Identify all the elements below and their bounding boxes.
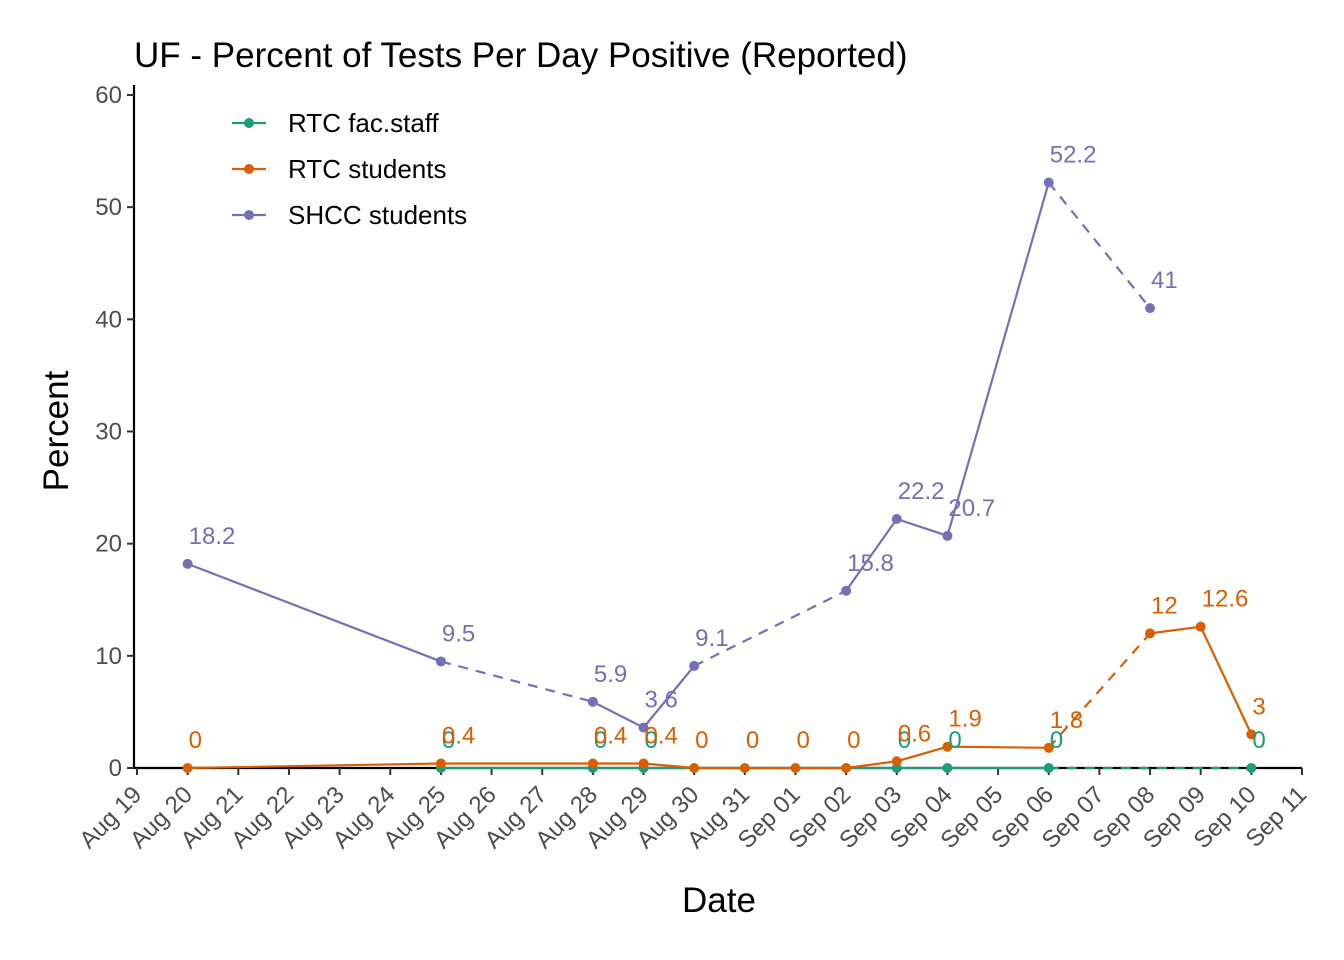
data-point	[1043, 742, 1054, 753]
series-segment	[1149, 625, 1201, 635]
legend-label: RTC students	[288, 154, 446, 184]
legend-swatch-point	[244, 210, 254, 220]
data-label: 9.5	[442, 620, 475, 647]
series-segment	[1047, 181, 1151, 309]
data-point	[1145, 628, 1156, 639]
data-label: 0.6	[898, 720, 931, 747]
series-segment	[896, 745, 948, 763]
data-label: 12.6	[1202, 586, 1249, 613]
y-tick-label: 20	[95, 531, 122, 558]
series-segment	[1199, 626, 1253, 735]
legend-swatch-point	[244, 164, 254, 174]
data-label: 1.8	[1050, 707, 1083, 734]
data-label: 0	[645, 727, 658, 754]
series-points	[182, 177, 1257, 773]
data-point	[689, 763, 700, 773]
data-point	[891, 756, 902, 767]
data-point	[689, 660, 700, 671]
y-tick-label: 60	[95, 82, 122, 109]
data-label: 41	[1151, 267, 1178, 294]
y-tick-label: 50	[95, 194, 122, 221]
y-tick-label: 10	[95, 643, 122, 670]
data-point	[182, 558, 193, 569]
data-label: 3	[1252, 693, 1265, 720]
data-point	[841, 763, 852, 773]
data-point	[1246, 763, 1257, 773]
data-label: 5.9	[594, 661, 627, 688]
series-segment	[187, 762, 441, 770]
series-segment	[592, 700, 645, 729]
data-point	[435, 758, 446, 769]
data-label: 0	[442, 727, 455, 754]
series-segment	[643, 762, 695, 770]
data-label: 0	[796, 727, 809, 754]
data-point	[182, 763, 193, 773]
data-label: 20.7	[948, 495, 995, 522]
series-segment	[947, 745, 1049, 749]
data-label: 0.4	[594, 723, 627, 750]
data-label: 12	[1151, 592, 1178, 619]
series-segment	[946, 182, 1050, 537]
data-label: 0	[1252, 727, 1265, 754]
data-point	[1043, 177, 1054, 188]
y-tick-label: 0	[109, 755, 122, 782]
data-point	[942, 763, 953, 773]
data-label: 0	[695, 727, 708, 754]
legend-swatch-point	[244, 118, 254, 128]
data-point	[587, 696, 598, 707]
data-label: 0	[594, 727, 607, 754]
series-segment	[845, 760, 897, 770]
series-segment	[1047, 632, 1151, 749]
data-label: 52.2	[1050, 141, 1097, 168]
data-point	[1246, 729, 1257, 740]
data-point	[1043, 763, 1054, 773]
data-label: 3.6	[645, 687, 678, 714]
series-lines	[187, 181, 1253, 770]
data-point	[587, 758, 598, 769]
legend-label: RTC fac.staff	[288, 108, 440, 138]
legend: RTC fac.staff RTC students SHCC students	[232, 108, 467, 230]
data-label: 9.1	[695, 625, 728, 652]
data-point	[942, 530, 953, 541]
data-label: 0	[189, 727, 202, 754]
y-axis-title: Percent	[37, 370, 76, 491]
series-segment	[440, 660, 594, 703]
data-point	[891, 513, 902, 524]
data-labels: 0 0 0 0 0 0 00 0.4 0.4 0.4 0 0 0 0 0.61.9 1.812 12.6318.…	[189, 141, 1266, 754]
series-segment	[845, 518, 898, 592]
data-label: 0	[746, 727, 759, 754]
data-label: 0	[898, 727, 911, 754]
data-point	[1145, 303, 1156, 314]
data-label: 0.4	[645, 723, 678, 750]
legend-label: SHCC students	[288, 200, 467, 230]
data-label: 0	[1050, 727, 1063, 754]
series-segment	[642, 665, 696, 729]
data-point	[841, 585, 852, 596]
data-point	[942, 741, 953, 752]
data-label: 15.8	[847, 550, 894, 577]
data-label: 0	[948, 727, 961, 754]
chart-title: UF - Percent of Tests Per Day Positive (…	[134, 36, 908, 75]
y-tick-label: 30	[95, 419, 122, 446]
x-axis-title: Date	[682, 881, 756, 920]
data-label: 18.2	[189, 523, 236, 550]
data-point	[638, 722, 649, 733]
data-point	[435, 656, 446, 667]
data-point	[790, 763, 801, 773]
data-point	[739, 763, 750, 773]
data-label: 0	[847, 727, 860, 754]
series-segment	[896, 517, 948, 537]
data-label: 0.4	[442, 723, 475, 750]
series-segment	[187, 562, 442, 663]
data-point	[638, 758, 649, 769]
data-label: 22.2	[898, 478, 945, 505]
data-label: 1.9	[948, 706, 981, 733]
data-point	[1195, 621, 1206, 632]
y-tick-label: 40	[95, 306, 122, 333]
